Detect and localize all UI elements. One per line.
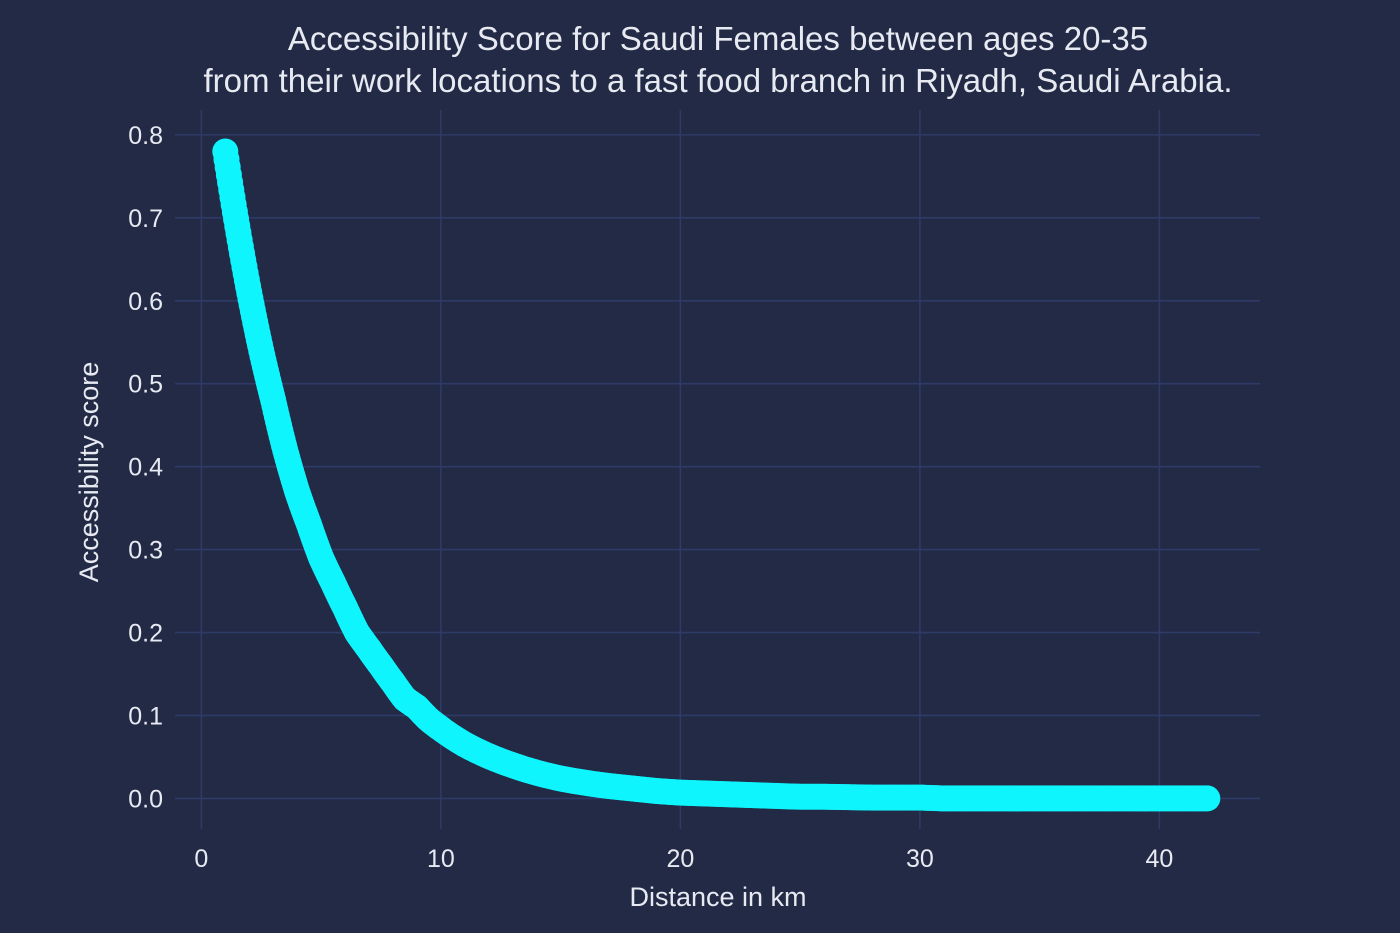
y-tick-label: 0.1 <box>128 702 163 730</box>
y-tick-label: 0.6 <box>128 288 163 316</box>
x-axis-label: Distance in km <box>629 882 806 912</box>
x-tick-label: 40 <box>1145 845 1173 873</box>
x-tick-label: 30 <box>906 845 934 873</box>
y-tick-label: 0.3 <box>128 537 163 565</box>
y-tick-label: 0.7 <box>128 205 163 233</box>
x-axis-ticks: 0 10 20 30 40 <box>194 845 1173 873</box>
x-tick-label: 10 <box>427 845 455 873</box>
x-tick-label: 20 <box>666 845 694 873</box>
y-tick-label: 0.0 <box>128 785 163 813</box>
x-tick-label: 0 <box>194 845 208 873</box>
y-axis-label: Accessibility score <box>74 362 104 583</box>
y-axis-ticks: 0.0 0.1 0.2 0.3 0.4 0.5 0.6 0.7 0.8 <box>128 122 163 814</box>
data-points <box>212 138 1221 812</box>
chart-subtitle: from their work locations to a fast food… <box>203 62 1232 99</box>
y-tick-label: 0.4 <box>128 454 163 482</box>
y-tick-label: 0.2 <box>128 620 163 648</box>
data-point <box>1194 785 1221 812</box>
y-tick-label: 0.5 <box>128 371 163 399</box>
y-tick-label: 0.8 <box>128 122 163 150</box>
chart-title: Accessibility Score for Saudi Females be… <box>288 20 1148 57</box>
